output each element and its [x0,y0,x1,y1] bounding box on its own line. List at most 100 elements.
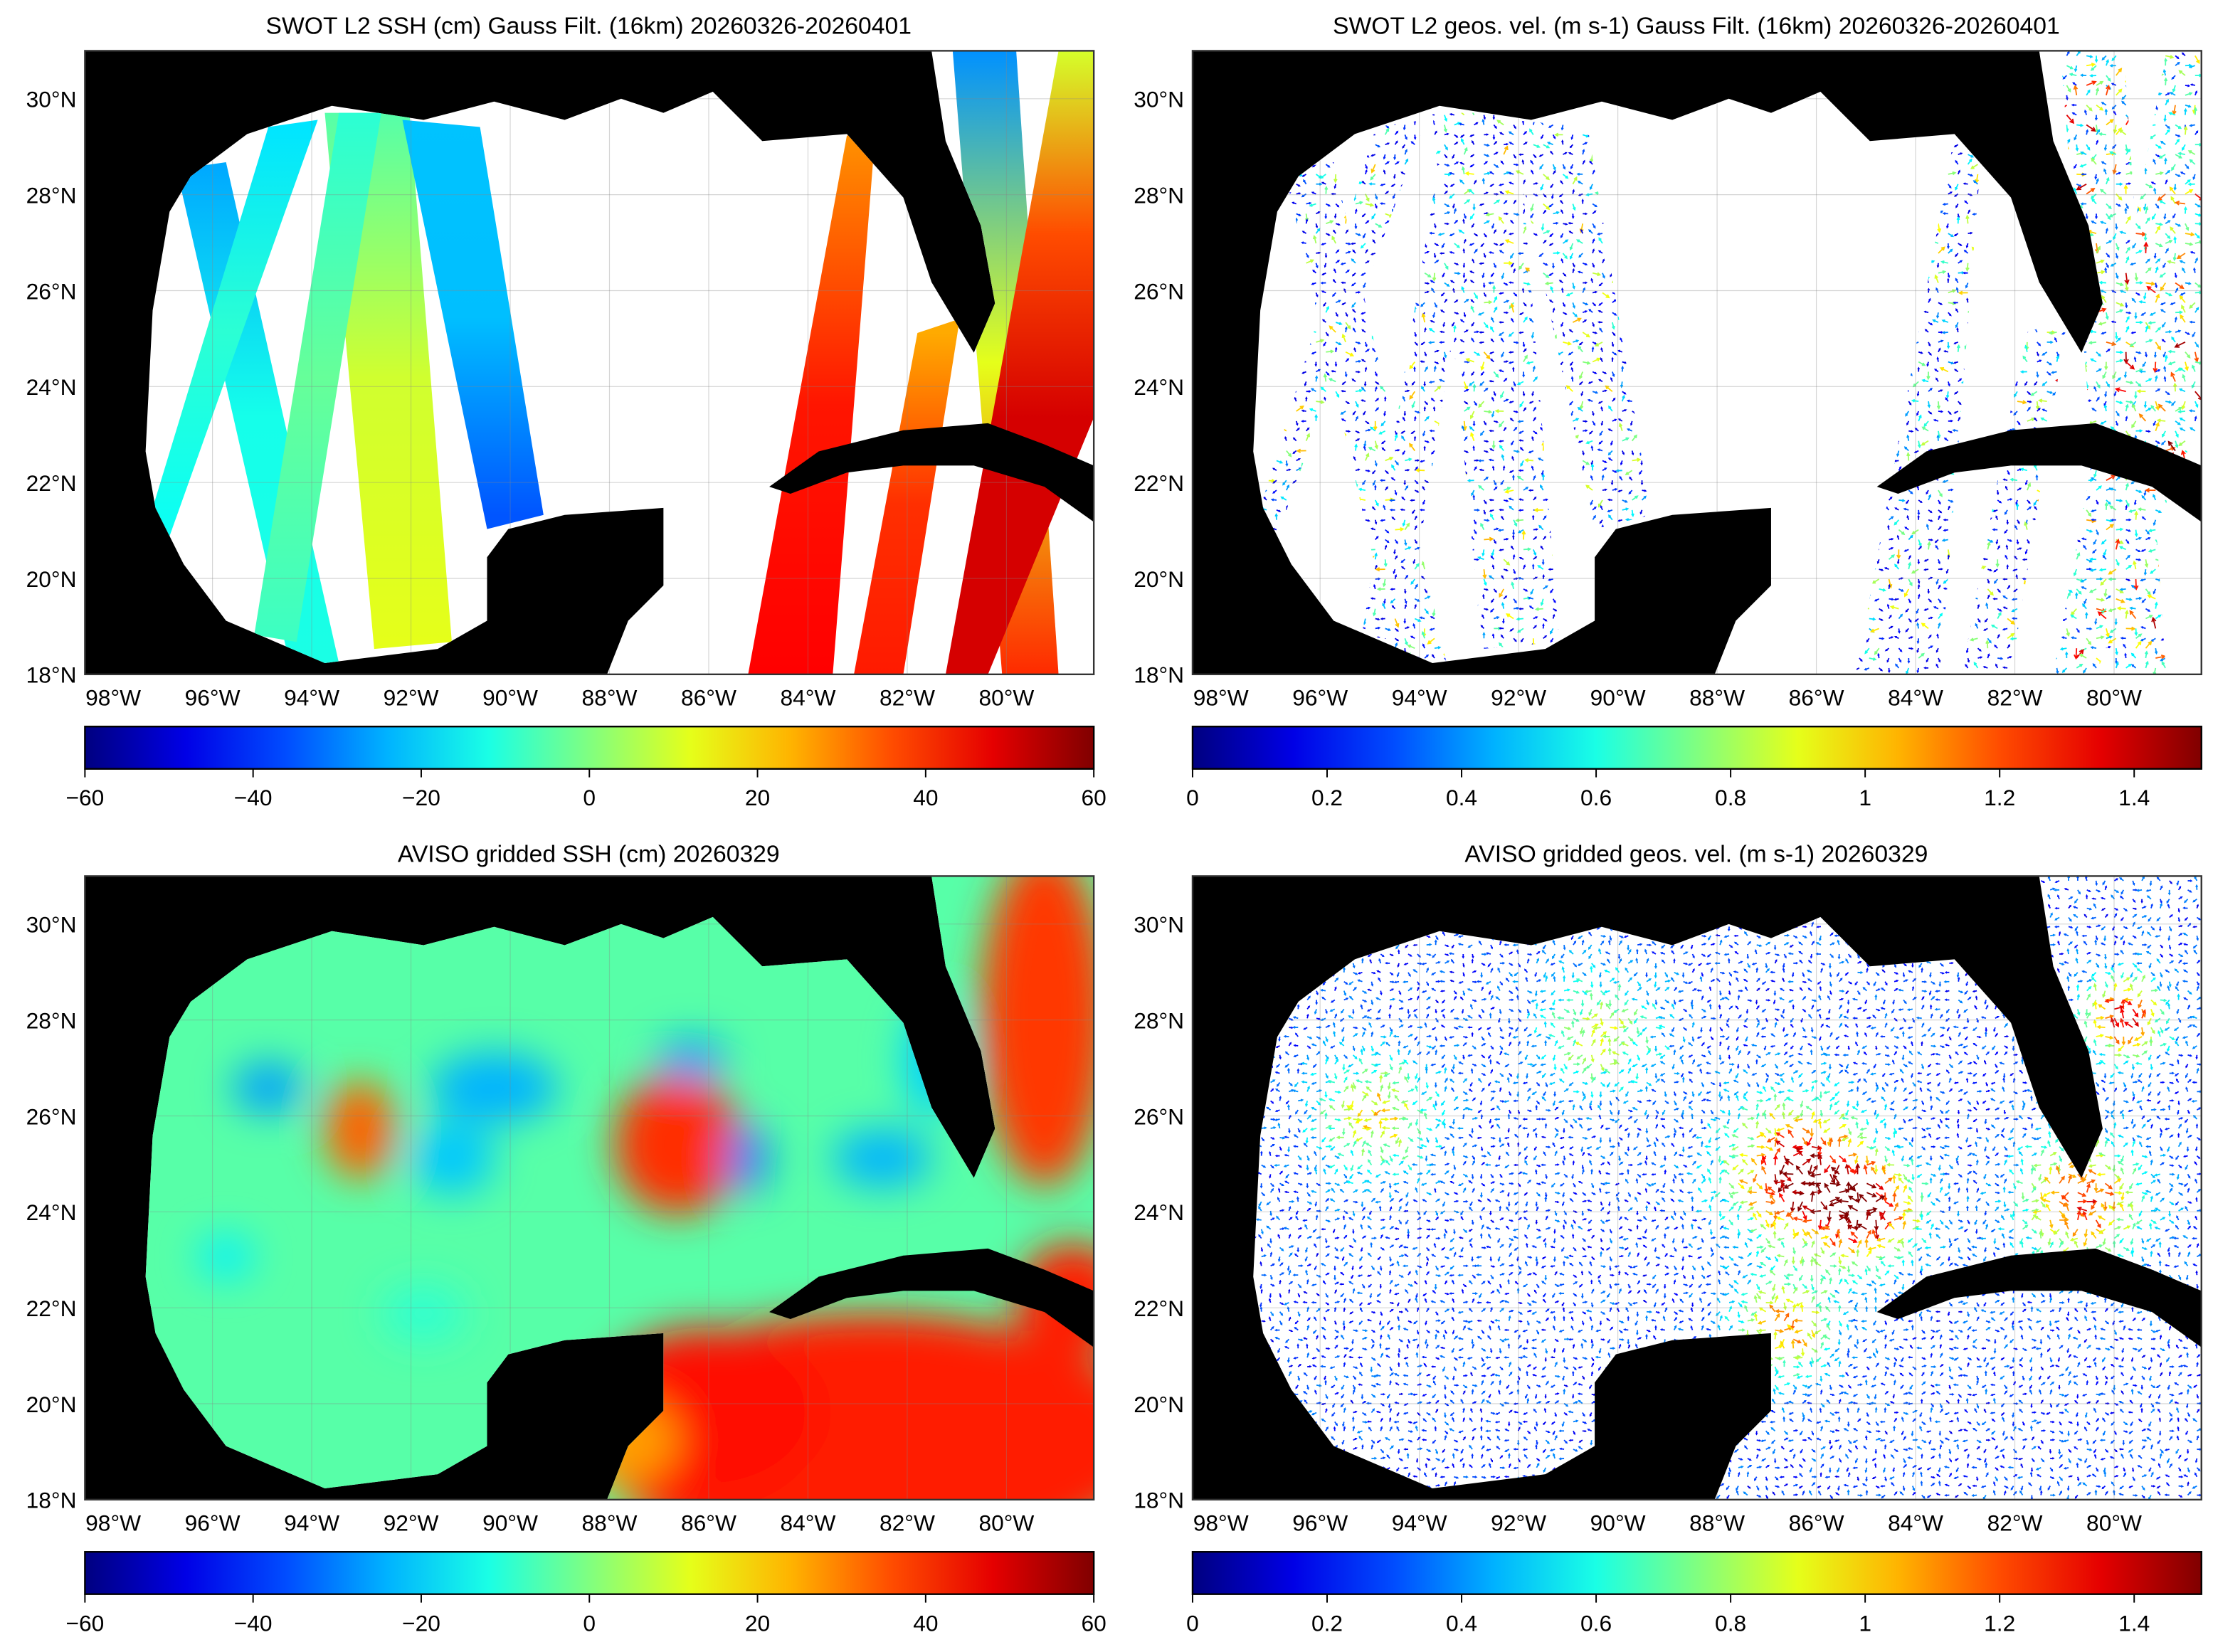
velocity-arrow [1414,351,1417,357]
velocity-arrow [1560,180,1564,185]
velocity-arrow [2144,167,2148,174]
lon-tick-label: 82°W [880,684,935,710]
velocity-arrow [1489,498,1494,502]
velocity-arrow [1579,401,1584,410]
velocity-arrow [1607,498,1612,502]
velocity-arrow [1355,388,1363,393]
velocity-arrow [1362,233,1366,239]
velocity-arrow [1491,465,1495,471]
velocity-arrow [1314,413,1319,421]
velocity-arrow [1590,499,1593,506]
velocity-arrow [1321,181,1326,185]
velocity-arrow [2194,341,2199,348]
velocity-arrow [1607,509,1613,513]
velocity-arrow [2080,151,2087,155]
velocity-arrow [2075,144,2079,152]
velocity-arrow [1423,381,1426,387]
velocity-arrow [1937,223,1942,233]
ssh-swath [854,319,960,674]
velocity-arrow [1531,465,1534,471]
velocity-arrow [1314,375,1319,382]
velocity-arrow [2165,98,2169,106]
velocity-arrow [1383,411,1386,417]
colorbar-tick-label: 60 [1082,785,1106,810]
velocity-arrow [1384,486,1388,491]
velocity-arrow [1572,302,1576,309]
velocity-arrow [1316,400,1325,404]
velocity-arrow [1375,381,1380,385]
velocity-arrow [1517,529,1524,534]
velocity-arrow [2153,253,2157,259]
velocity-arrow [1368,182,1375,186]
velocity-arrow [1340,411,1346,415]
velocity-arrow [1924,329,1929,333]
velocity-arrow [1363,282,1366,289]
velocity-arrow [1485,212,1494,217]
velocity-arrow [2165,124,2170,129]
velocity-arrow [1414,525,1417,530]
velocity-arrow [2076,123,2084,127]
velocity-arrow [1582,450,1585,456]
velocity-arrow [1363,411,1366,415]
velocity-arrow [2175,223,2182,227]
velocity-arrow [1363,445,1366,451]
velocity-arrow [2133,391,2138,400]
velocity-arrow [2116,302,2125,307]
velocity-arrow [1531,514,1535,520]
velocity-arrow [1381,233,1386,238]
velocity-arrow [1463,147,1468,155]
velocity-arrow [1374,499,1379,507]
velocity-arrow [1583,212,1588,216]
velocity-arrow [1588,229,1593,234]
velocity-arrow [1385,470,1389,475]
velocity-arrow [1385,220,1390,225]
velocity-arrow [2153,519,2157,526]
velocity-arrow [2167,361,2176,366]
velocity-arrow [1424,401,1428,406]
velocity-arrow [1394,460,1399,466]
velocity-arrow [2138,413,2147,422]
ssh-swath [148,120,318,536]
velocity-arrow [2125,302,2128,309]
velocity-arrow [2189,159,2196,165]
velocity-arrow [2066,51,2070,56]
velocity-arrow [1404,149,1407,155]
velocity-arrow [1374,519,1378,525]
velocity-arrow [1412,317,1416,323]
velocity-arrow [2155,341,2162,351]
velocity-arrow [1928,322,1933,326]
velocity-arrow [1472,203,1476,211]
velocity-arrow [2093,470,2097,478]
velocity-arrow [1365,220,1370,224]
velocity-arrow [2160,140,2166,145]
velocity-arrow [2015,502,2019,510]
velocity-arrow [1478,485,1485,491]
velocity-arrow [2106,263,2109,268]
velocity-arrow [1385,529,1390,534]
velocity-arrow [1474,233,1479,237]
velocity-arrow [1515,170,1524,175]
velocity-arrow [1631,509,1634,518]
velocity-arrow [2111,105,2117,110]
velocity-arrow [1569,144,1574,149]
velocity-arrow [1622,409,1627,412]
velocity-arrow [1948,184,1952,189]
velocity-arrow [1936,401,1941,410]
velocity-arrow [1493,199,1501,205]
velocity-arrow [1957,416,1960,422]
lat-tick-label: 24°N [26,374,77,400]
velocity-arrow [1607,457,1613,462]
velocity-arrow [1484,450,1489,453]
velocity-arrow [2091,198,2097,205]
velocity-arrow [1552,263,1555,269]
velocity-arrow [2086,144,2091,151]
velocity-arrow [2165,330,2172,334]
velocity-arrow [2134,272,2139,282]
velocity-arrow [1515,518,1524,523]
velocity-arrow [2125,499,2130,507]
velocity-arrow [1473,466,1477,471]
velocity-arrow [1948,233,1955,238]
velocity-arrow [1565,292,1573,297]
velocity-arrow [2156,418,2166,423]
velocity-arrow [2056,354,2060,362]
